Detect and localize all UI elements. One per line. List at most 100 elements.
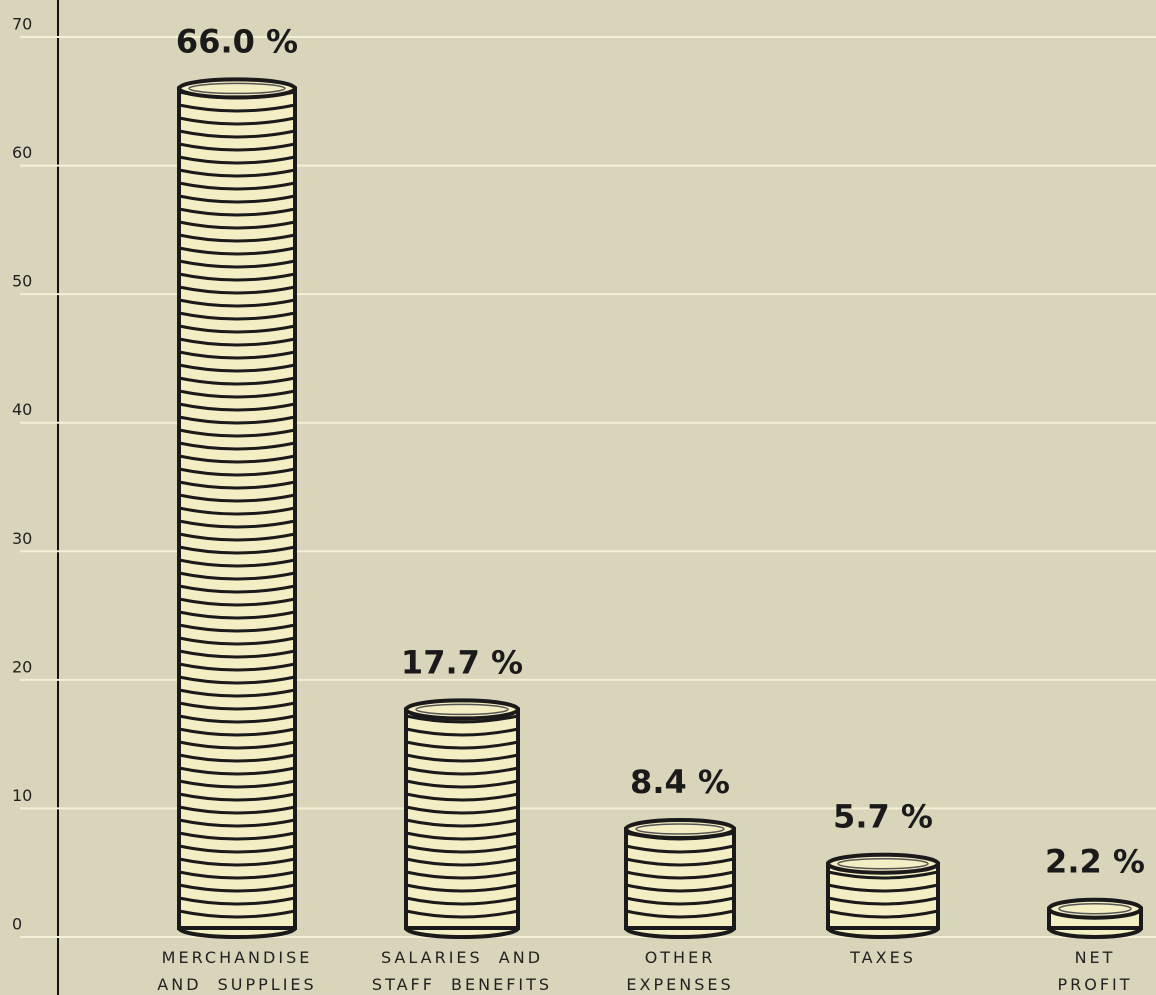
coin-edge [178, 636, 296, 646]
coin-edge [178, 597, 296, 607]
coin-edge [178, 805, 296, 815]
coin-edge [178, 298, 296, 308]
coin-edge [405, 896, 519, 906]
coin-edge [178, 675, 296, 685]
y-tick-label: 0 [12, 915, 22, 934]
coin-edge [178, 818, 296, 828]
coin-edge [178, 584, 296, 594]
coin-edge [178, 337, 296, 347]
coin-top [624, 818, 736, 840]
coin-edge [178, 662, 296, 672]
coin-edge [178, 727, 296, 737]
coin-edge [178, 285, 296, 295]
coin-stack [177, 77, 297, 939]
coin-edge [405, 883, 519, 893]
coin-stack [404, 698, 520, 939]
coin-edge [625, 870, 735, 880]
coin-edge [178, 558, 296, 568]
coin-top-rim [188, 82, 286, 95]
value-label: 66.0 % [176, 22, 298, 60]
coin-edge [405, 792, 519, 802]
coin-edge [405, 831, 519, 841]
y-tick-label: 30 [12, 529, 32, 548]
coin-edge [827, 896, 939, 906]
coin-edge [178, 844, 296, 854]
x-tick-label: NET PROFIT [1057, 948, 1133, 994]
coin-edge [827, 883, 939, 893]
value-label: 8.4 % [630, 763, 730, 801]
coin-edge [178, 376, 296, 386]
coin-edge [625, 883, 735, 893]
coin-edge [405, 870, 519, 880]
coin-edge [405, 766, 519, 776]
coin-edge [178, 896, 296, 906]
coin-edge [178, 571, 296, 581]
coin-edge [178, 142, 296, 152]
y-tick-label: 60 [12, 143, 32, 162]
coin-edge [178, 532, 296, 542]
coin-top [1047, 897, 1143, 920]
y-tick-label: 70 [12, 15, 32, 34]
coin-edge [178, 103, 296, 113]
coin-edge [405, 753, 519, 763]
coin-edge [405, 909, 519, 919]
coin-top [404, 698, 520, 721]
coin-edge [178, 753, 296, 763]
coin-stack [624, 818, 736, 939]
coin-edge [178, 467, 296, 477]
coin-edge [178, 701, 296, 711]
coin-edge [178, 129, 296, 139]
y-tick-label: 20 [12, 657, 32, 676]
coin-top-rim [837, 857, 929, 870]
coin-edge [178, 233, 296, 243]
y-tick-label: 40 [12, 400, 32, 419]
coin-edge [178, 714, 296, 724]
value-label: 2.2 % [1045, 843, 1145, 881]
coin-edge [178, 207, 296, 217]
coin-top-rim [635, 823, 725, 835]
coin-edge [405, 844, 519, 854]
coin-edge [178, 363, 296, 373]
coin-stack [826, 852, 940, 939]
coin-edge [178, 415, 296, 425]
coin-edge [178, 545, 296, 555]
coin-edge [178, 246, 296, 256]
coin-edge [178, 428, 296, 438]
coin-edge [827, 909, 939, 919]
coin-edge [178, 857, 296, 867]
coin-edge [178, 350, 296, 360]
x-tick-label: MERCHANDISE AND SUPPLIES [157, 948, 317, 994]
coin-edge [625, 844, 735, 854]
coin-edge [405, 727, 519, 737]
coin-edge [178, 168, 296, 178]
coin-edge [178, 116, 296, 126]
coin-edge [178, 441, 296, 451]
x-tick-label: TAXES [850, 948, 916, 967]
coin-stack [1047, 897, 1143, 939]
coin-edge [178, 272, 296, 282]
coin-edge [405, 857, 519, 867]
y-tick-label: 50 [12, 272, 32, 291]
coin-edge [178, 688, 296, 698]
coin-edge [625, 909, 735, 919]
coin-edge [178, 792, 296, 802]
coin-top [177, 77, 297, 100]
coin-edge [405, 805, 519, 815]
bar [404, 707, 520, 931]
value-label: 5.7 % [833, 798, 933, 836]
coin-edge [405, 740, 519, 750]
coin-edge [178, 831, 296, 841]
coin-edge [405, 714, 519, 724]
coin-edge [405, 779, 519, 789]
coin-edge [178, 909, 296, 919]
coin-edge [178, 779, 296, 789]
coin-edge [178, 506, 296, 516]
x-tick-label: OTHER EXPENSES [626, 948, 734, 994]
coin-edge [625, 857, 735, 867]
coin-edge [178, 194, 296, 204]
coin-edge [178, 610, 296, 620]
coin-edge [178, 259, 296, 269]
coin-edge [178, 181, 296, 191]
